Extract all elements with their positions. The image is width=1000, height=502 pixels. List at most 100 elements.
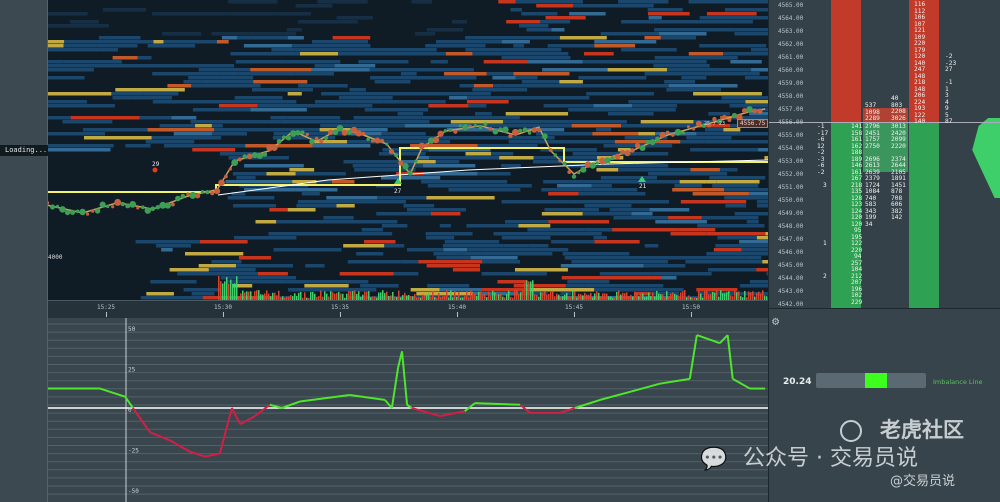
trade-bubble xyxy=(741,108,748,114)
bid-trade-volume: 1724 xyxy=(865,181,880,189)
price-level: 4553.00 xyxy=(778,158,804,165)
volume-bar xyxy=(478,291,480,300)
heatmap-cell xyxy=(482,260,521,264)
heatmap-cell xyxy=(591,184,612,188)
trade-bubble xyxy=(478,125,483,130)
volume-bar xyxy=(648,292,650,300)
volume-bar xyxy=(254,291,256,300)
oscillator-segment xyxy=(149,431,171,442)
heatmap-cell xyxy=(504,220,549,224)
volume-bar xyxy=(316,296,318,300)
volume-bar xyxy=(400,297,402,300)
heatmap-cell xyxy=(272,136,336,140)
trade-bubble xyxy=(492,128,499,135)
heatmap-cell xyxy=(48,68,76,72)
volume-bar xyxy=(218,276,220,300)
heatmap-cell xyxy=(635,200,670,204)
volume-bar xyxy=(424,295,426,300)
imbalance-oscillator[interactable]: 50 25 0 -25 -50 xyxy=(48,318,768,502)
heatmap-cell xyxy=(82,128,118,132)
heatmap-cell xyxy=(465,48,533,52)
ask-size: 148 xyxy=(914,72,926,80)
volume-bar xyxy=(668,296,670,300)
heatmap-cell xyxy=(48,144,114,148)
heatmap-cell xyxy=(505,112,569,116)
trade-bubble xyxy=(671,133,675,137)
volume-bar xyxy=(406,295,408,300)
volume-bar xyxy=(422,294,424,300)
heatmap-cell xyxy=(360,284,399,288)
heatmap-cell xyxy=(257,272,288,276)
trade-bubble xyxy=(319,139,324,144)
bid-delta: -2 xyxy=(817,149,825,156)
tiger-logo-icon xyxy=(840,420,862,442)
heatmap-cell xyxy=(395,196,427,200)
heatmap-cell xyxy=(502,52,555,56)
slider-thumb[interactable] xyxy=(864,373,887,388)
heatmap-cell xyxy=(644,36,661,40)
heatmap-cell xyxy=(430,212,461,216)
oscillator-segment xyxy=(406,403,413,409)
heatmap-cell xyxy=(445,52,473,56)
heatmap-cell xyxy=(353,116,422,120)
heatmap-cell xyxy=(286,280,315,284)
volume-bar xyxy=(472,292,474,300)
price-level: 4548.00 xyxy=(778,223,804,230)
volume-bar xyxy=(568,296,570,300)
oscillator-segment xyxy=(132,407,151,433)
heatmap-cell xyxy=(503,84,556,88)
heatmap-chart[interactable]: 29 27 21 4000 25 / 23 4556.75 xyxy=(48,0,768,300)
heatmap-cell xyxy=(364,108,429,112)
bid-size: 229 xyxy=(851,298,863,306)
heatmap-cell xyxy=(48,44,64,48)
heatmap-cell xyxy=(605,296,674,300)
price-ladder-dom[interactable]: 4565.00 4564.00 4563.00 4562.00 4561.00 4560.… xyxy=(768,0,1000,308)
heatmap-cell xyxy=(680,200,747,204)
heatmap-cell xyxy=(406,248,444,252)
heatmap-canvas[interactable] xyxy=(48,0,768,300)
heatmap-cell xyxy=(501,164,521,168)
heatmap-cell xyxy=(639,260,668,264)
oscillator-segment xyxy=(169,439,191,453)
volume-bar xyxy=(594,293,596,300)
trade-bubble xyxy=(614,153,621,160)
volume-bar xyxy=(328,296,330,300)
heatmap-cell xyxy=(490,224,519,228)
heatmap-cell xyxy=(637,152,669,156)
trade-bubble xyxy=(205,190,210,195)
heatmap-cell xyxy=(477,172,511,176)
heatmap-cell xyxy=(569,200,636,204)
heatmap-cell xyxy=(304,284,349,288)
heatmap-cell xyxy=(627,60,662,64)
price-level: 4563.00 xyxy=(778,28,804,35)
price-level: 4560.00 xyxy=(778,67,804,74)
volume-bar xyxy=(638,296,640,300)
heatmap-cell xyxy=(559,80,583,84)
imbalance-slider[interactable] xyxy=(816,373,926,388)
heatmap-cell xyxy=(594,288,657,292)
trade-bubble xyxy=(242,154,247,159)
heatmap-cell xyxy=(188,76,254,80)
heatmap-cell xyxy=(603,276,661,280)
volume-bar xyxy=(728,291,730,300)
heatmap-cell xyxy=(244,164,304,168)
heatmap-cell xyxy=(245,144,313,148)
heatmap-cell xyxy=(266,172,296,176)
heatmap-cell xyxy=(339,272,394,276)
heatmap-cell xyxy=(479,116,499,120)
trade-bubble xyxy=(224,174,228,179)
heatmap-cell xyxy=(474,188,521,192)
volume-bar xyxy=(320,290,322,300)
heatmap-cell xyxy=(660,36,697,40)
heatmap-cell xyxy=(756,268,768,272)
oscillator-segment xyxy=(390,367,400,409)
heatmap-cell xyxy=(370,296,417,300)
gear-icon[interactable]: ⚙ xyxy=(772,314,780,328)
bid-trade-volume: 2796 xyxy=(865,123,880,130)
heatmap-cell xyxy=(737,260,763,264)
trade-bubble xyxy=(262,151,268,157)
heatmap-cell xyxy=(702,148,759,152)
volume-bar xyxy=(708,294,710,300)
volume-bar xyxy=(250,291,252,300)
volume-bar xyxy=(412,296,414,300)
